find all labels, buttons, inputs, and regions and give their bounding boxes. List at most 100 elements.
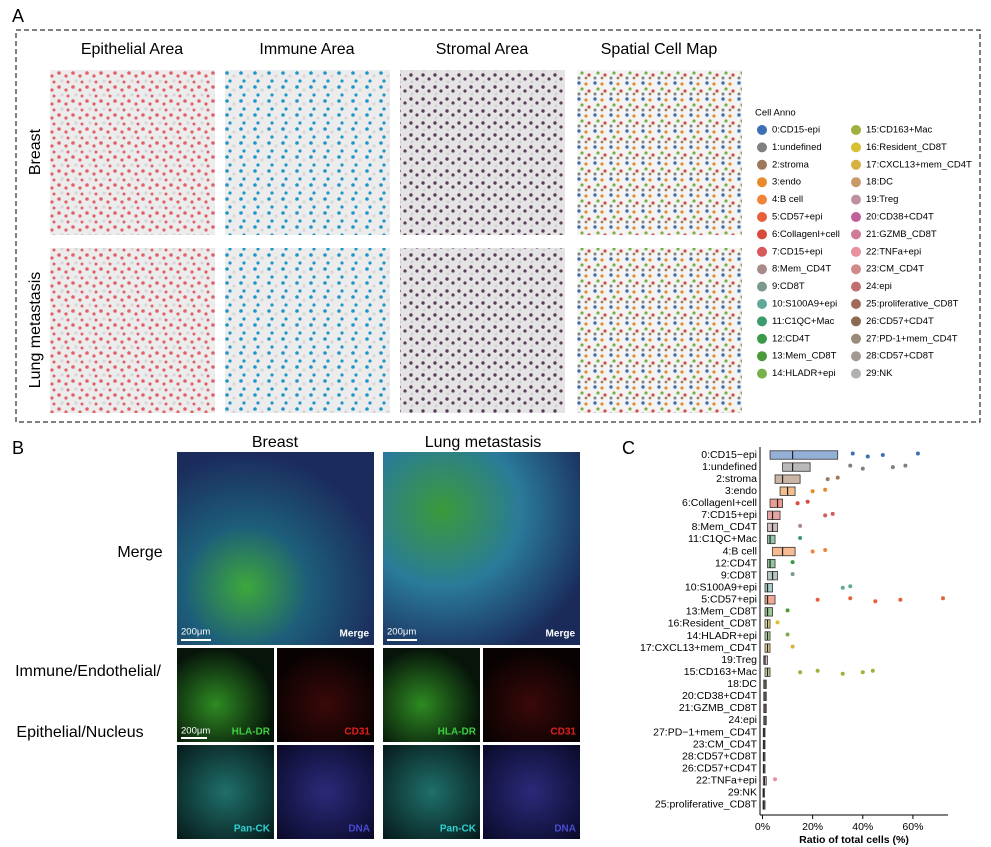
legend-label: 15:CD163+Mac bbox=[866, 125, 933, 136]
legend-swatch bbox=[757, 264, 767, 275]
category-label: 24:epi bbox=[728, 714, 757, 726]
point bbox=[940, 596, 945, 601]
legend-label: 19:Treg bbox=[866, 194, 898, 205]
legend-swatch bbox=[851, 333, 861, 344]
category-label: 22:TNFa+epi bbox=[696, 775, 757, 787]
merge-image bbox=[383, 452, 580, 645]
row-label: Breast bbox=[27, 128, 44, 175]
merge-label: Merge bbox=[546, 629, 576, 640]
category-label: 14:HLADR+epi bbox=[687, 630, 757, 642]
x-tick-label: 60% bbox=[902, 821, 923, 833]
point bbox=[903, 463, 908, 468]
panel-label: B bbox=[12, 438, 24, 458]
legend-swatch bbox=[851, 299, 861, 309]
legend-label: 1:undefined bbox=[772, 142, 822, 153]
legend-label: 17:CXCL13+mem_CD4T bbox=[866, 159, 972, 170]
legend-label: 26:CD57+CD4T bbox=[866, 316, 934, 327]
legend-label: 21:GZMB_CD8T bbox=[866, 229, 937, 240]
legend-swatch bbox=[851, 246, 861, 257]
point bbox=[860, 670, 865, 675]
legend-swatch bbox=[757, 351, 767, 362]
point bbox=[890, 465, 895, 470]
legend-swatch bbox=[757, 316, 767, 327]
cell-map bbox=[225, 248, 390, 413]
channel-image bbox=[483, 648, 580, 742]
point bbox=[810, 489, 815, 494]
legend-label: 12:CD4T bbox=[772, 333, 810, 344]
category-label: 25:proliferative_CD8T bbox=[655, 799, 758, 811]
box bbox=[774, 474, 801, 484]
legend-label: 13:Mem_CD8T bbox=[772, 351, 837, 362]
column-title: Lung metastasis bbox=[425, 434, 542, 451]
legend-swatch bbox=[757, 177, 767, 188]
point bbox=[915, 451, 920, 456]
point bbox=[848, 596, 853, 601]
category-label: 0:CD15−epi bbox=[701, 449, 757, 461]
category-label: 8:Mem_CD4T bbox=[692, 521, 758, 533]
legend-label: 28:CD57+CD8T bbox=[866, 351, 934, 362]
panel-label: A bbox=[12, 6, 24, 26]
box bbox=[782, 462, 811, 472]
channel-label: CD31 bbox=[550, 727, 576, 738]
category-label: 16:Resident_CD8T bbox=[668, 618, 758, 630]
legend-swatch bbox=[757, 159, 767, 170]
category-label: 13:Mem_CD8T bbox=[686, 606, 758, 618]
point bbox=[830, 511, 835, 516]
category-label: 1:undefined bbox=[702, 461, 757, 473]
legend-label: 20:CD38+CD4T bbox=[866, 212, 934, 223]
legend-title: Cell Anno bbox=[755, 108, 796, 119]
channel-image bbox=[383, 648, 480, 742]
legend-label: 11:C1QC+Mac bbox=[772, 316, 835, 327]
channel-image bbox=[277, 745, 374, 839]
point bbox=[775, 620, 780, 625]
cell-map bbox=[400, 248, 565, 413]
scale-label: 200μm bbox=[387, 627, 416, 638]
category-label: 2:stroma bbox=[716, 473, 757, 485]
category-label: 28:CD57+CD8T bbox=[682, 750, 758, 762]
row-label: Epithelial/Nucleus bbox=[16, 724, 143, 741]
category-label: 17:CXCL13+mem_CD4T bbox=[640, 642, 758, 654]
point bbox=[873, 599, 878, 604]
legend-swatch bbox=[757, 299, 767, 309]
legend-swatch bbox=[757, 194, 767, 205]
legend-label: 16:Resident_CD8T bbox=[866, 142, 947, 153]
box bbox=[764, 607, 773, 617]
point bbox=[860, 466, 865, 471]
legend-swatch bbox=[757, 142, 767, 153]
point bbox=[823, 548, 828, 553]
cell-map bbox=[400, 70, 565, 235]
point bbox=[880, 453, 885, 457]
legend-swatch bbox=[851, 194, 861, 205]
category-label: 26:CD57+CD4T bbox=[682, 763, 758, 775]
legend-swatch bbox=[851, 142, 861, 153]
channel-image bbox=[483, 745, 580, 839]
category-label: 12:CD4T bbox=[715, 557, 758, 569]
box bbox=[769, 450, 839, 460]
point bbox=[785, 608, 790, 613]
category-label: 4:B cell bbox=[723, 545, 757, 557]
legend-swatch bbox=[757, 368, 767, 379]
channel-label: Pan-CK bbox=[234, 824, 271, 835]
box bbox=[772, 546, 796, 557]
channel-image bbox=[383, 745, 480, 839]
legend-swatch bbox=[757, 212, 767, 222]
legend-swatch bbox=[851, 281, 861, 292]
box bbox=[767, 510, 781, 520]
category-label: 3:endo bbox=[725, 485, 757, 497]
legend-swatch bbox=[851, 159, 861, 170]
channel-image bbox=[277, 648, 374, 742]
category-label: 19:Treg bbox=[721, 654, 757, 666]
legend-swatch bbox=[851, 316, 861, 327]
legend-swatch bbox=[851, 368, 861, 379]
legend-swatch bbox=[851, 125, 861, 135]
x-tick-label: 20% bbox=[802, 821, 823, 833]
point bbox=[815, 668, 820, 673]
merge-label: Merge bbox=[340, 629, 370, 640]
box bbox=[767, 534, 776, 545]
legend-label: 9:CD8T bbox=[772, 281, 805, 292]
point bbox=[798, 535, 803, 540]
channel-label: DNA bbox=[554, 824, 576, 835]
category-label: 20:CD38+CD4T bbox=[682, 690, 758, 702]
legend-label: 5:CD57+epi bbox=[772, 212, 822, 223]
